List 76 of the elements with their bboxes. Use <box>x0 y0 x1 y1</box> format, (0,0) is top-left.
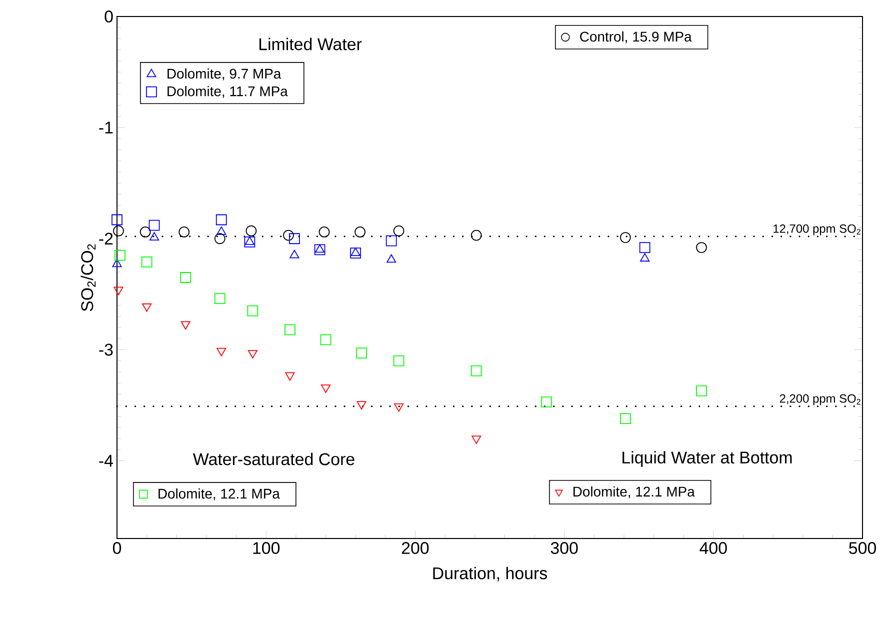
ref-line-label: 2,200 ppm SO$_{2}$ <box>780 394 860 406</box>
y-tick-label: -4 <box>99 454 113 467</box>
point <box>386 235 397 246</box>
point <box>214 233 226 244</box>
legend-label: Dolomite, 12.1 MPa <box>158 488 280 500</box>
point <box>180 321 190 330</box>
x-tick-label: 200 <box>402 542 429 554</box>
point <box>216 226 226 235</box>
point <box>696 385 707 396</box>
point <box>356 348 367 358</box>
point <box>148 220 160 231</box>
legend-label: Dolomite, 11.7 MPa <box>168 86 288 98</box>
point <box>149 232 160 240</box>
point <box>354 226 366 238</box>
point <box>141 256 152 268</box>
point <box>314 244 326 256</box>
point <box>314 244 325 253</box>
point <box>350 248 360 256</box>
point <box>470 365 482 376</box>
point <box>285 372 295 381</box>
point <box>696 242 707 253</box>
point <box>318 226 330 238</box>
ref-line-label: 12,700 ppm SO$_{2}$ <box>774 224 860 236</box>
point <box>244 236 256 248</box>
point <box>320 334 332 346</box>
point <box>386 254 396 263</box>
point <box>114 286 124 296</box>
point <box>290 250 300 258</box>
point <box>393 355 404 366</box>
y-tick-label: 0 <box>104 10 113 22</box>
point <box>472 436 482 444</box>
point <box>247 305 258 316</box>
annotation: Liquid Water at Bottom <box>622 451 792 467</box>
point <box>248 350 258 358</box>
point <box>620 413 631 424</box>
y-tick-label: -1 <box>99 122 113 134</box>
point <box>140 226 151 238</box>
point <box>356 401 366 410</box>
point <box>180 272 192 283</box>
point <box>284 324 296 336</box>
point <box>394 403 404 412</box>
point <box>540 396 552 408</box>
point <box>142 303 152 312</box>
point <box>178 226 190 238</box>
annotation: Limited Water <box>259 38 362 50</box>
point <box>470 230 482 241</box>
annotation: Water-saturated Core <box>192 452 354 466</box>
y-tick-label: -3 <box>99 344 113 356</box>
legend-label: Dolomite, 12.1 MPa <box>573 486 695 498</box>
x-tick-label: 500 <box>849 542 876 554</box>
point <box>283 230 294 241</box>
point <box>214 293 226 304</box>
point <box>112 258 122 268</box>
x-tick-label: 0 <box>112 542 122 554</box>
point <box>350 248 362 259</box>
point <box>246 225 257 236</box>
x-tick-label: 100 <box>253 542 280 554</box>
point <box>288 233 300 244</box>
point <box>244 236 254 245</box>
point <box>639 242 650 253</box>
point <box>113 225 124 236</box>
x-tick-label: 400 <box>700 542 727 554</box>
y-tick-label: -2 <box>99 232 113 245</box>
point <box>620 232 631 243</box>
legend-label: Control, 15.9 MPa <box>580 31 692 44</box>
point <box>216 214 227 226</box>
point <box>393 225 404 236</box>
point <box>320 384 331 393</box>
x-axis-title: Duration, hours <box>433 566 548 582</box>
y-axis-title: SO$_{2}$/CO$_{2}$ <box>80 244 96 312</box>
x-tick-label: 300 <box>550 542 578 554</box>
point <box>112 214 122 226</box>
point <box>640 253 650 262</box>
point <box>216 348 226 356</box>
point <box>114 250 126 261</box>
legend-label: Dolomite, 9.7 MPa <box>168 68 282 80</box>
